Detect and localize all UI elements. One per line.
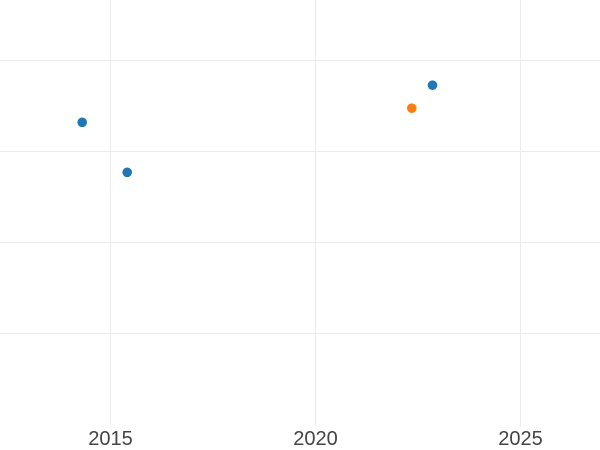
svg-text:2020: 2020 [293, 428, 338, 450]
svg-text:2015: 2015 [88, 428, 133, 450]
svg-text:2025: 2025 [498, 428, 543, 450]
